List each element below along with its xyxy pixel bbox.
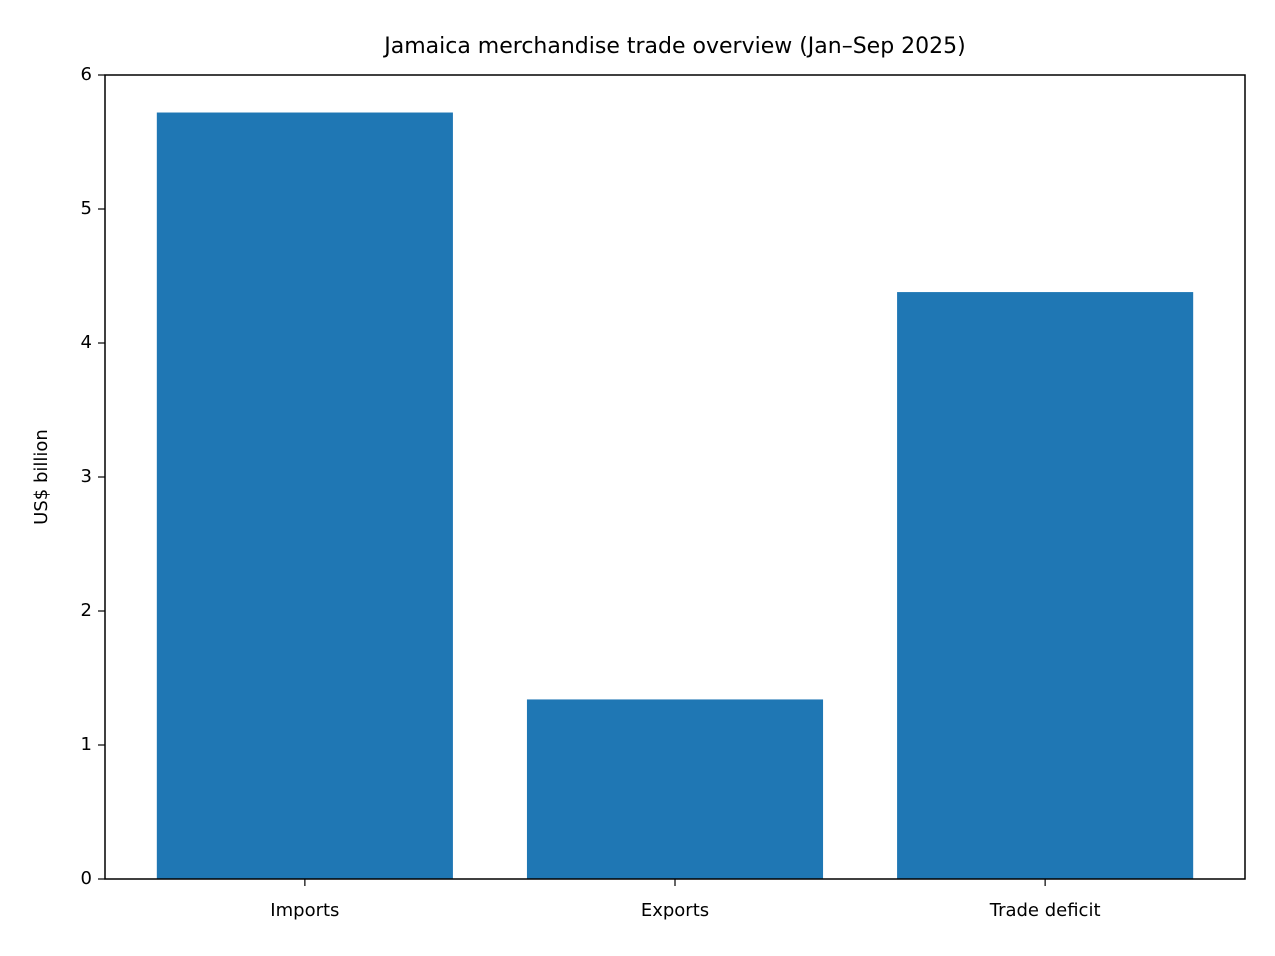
plot-frame bbox=[104, 74, 1246, 880]
y-tick-label: 6 bbox=[81, 64, 92, 85]
y-tick-label: 0 bbox=[81, 868, 92, 889]
bar bbox=[526, 699, 824, 879]
y-tick-label: 5 bbox=[81, 198, 92, 219]
y-axis-label: US$ billion bbox=[31, 429, 52, 525]
x-tick-label: Trade deficit bbox=[989, 900, 1101, 921]
y-tick-label: 1 bbox=[81, 734, 92, 755]
x-tick-label: Imports bbox=[270, 900, 339, 921]
y-tick-label: 4 bbox=[81, 332, 92, 353]
y-tick-label: 3 bbox=[81, 466, 92, 487]
x-tick-label: Exports bbox=[641, 900, 709, 921]
y-tick-label: 2 bbox=[81, 600, 92, 621]
bar bbox=[156, 112, 453, 879]
chart-title: Jamaica merchandise trade overview (Jan–… bbox=[382, 34, 966, 59]
bar bbox=[897, 292, 1194, 880]
